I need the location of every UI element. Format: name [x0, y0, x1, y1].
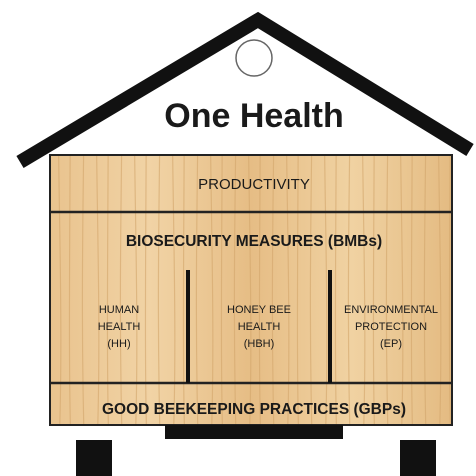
pillar-label: (HH): [107, 338, 130, 350]
pillar-label: HEALTH: [238, 321, 281, 333]
foundation-label: GOOD BEEKEEPING PRACTICES (GBPs): [102, 401, 406, 418]
roof-fill: [40, 28, 452, 155]
roof: [16, 11, 474, 169]
leg: [400, 440, 436, 476]
pillar-label: HUMAN: [99, 304, 139, 316]
stand-bar: [165, 425, 343, 439]
section-header: BIOSECURITY MEASURES (BMBs): [126, 233, 382, 250]
leg: [76, 440, 112, 476]
pillar-label: ENVIRONMENTAL: [344, 304, 438, 316]
pillar-label: (HBH): [244, 338, 275, 350]
entrance-hole: [235, 39, 273, 77]
title: One Health: [164, 97, 343, 135]
band-label: PRODUCTIVITY: [198, 176, 310, 193]
pillar-label: (EP): [380, 338, 402, 350]
pillars: HUMAN HEALTH (HH) HONEY BEE HEALTH (HBH) ENVIR…: [98, 304, 438, 350]
pillar-label: PROTECTION: [355, 321, 427, 333]
wood-grain: [49, 154, 453, 426]
pillar-label: HONEY BEE: [227, 304, 291, 316]
pillar-label: HEALTH: [98, 321, 141, 333]
